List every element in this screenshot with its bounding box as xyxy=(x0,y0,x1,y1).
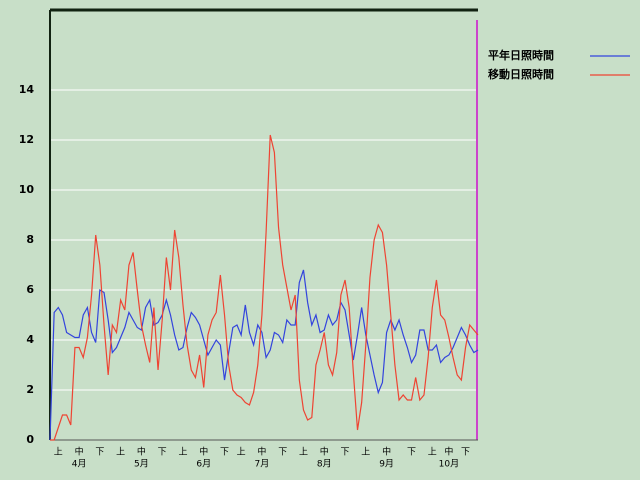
month-label: 6月 xyxy=(196,459,211,470)
x-tick-label: 上 xyxy=(116,447,125,458)
y-tick-label: 10 xyxy=(19,183,35,196)
month-label: 9月 xyxy=(379,459,394,470)
x-tick-label: 下 xyxy=(341,448,350,458)
y-tick-label: 6 xyxy=(26,283,34,296)
month-label: 8月 xyxy=(317,459,332,470)
month-label: 5月 xyxy=(134,459,149,470)
x-tick-label: 上 xyxy=(54,447,63,458)
series-line xyxy=(50,134,479,441)
x-tick-label: 下 xyxy=(95,448,104,458)
x-tick-label: 中 xyxy=(382,446,391,458)
y-tick-label: 14 xyxy=(19,83,35,96)
x-tick-label: 上 xyxy=(237,447,246,458)
x-tick-label: 上 xyxy=(299,447,308,458)
x-tick-label: 下 xyxy=(158,448,167,458)
x-tick-label: 下 xyxy=(220,448,229,458)
x-tick-label: 上 xyxy=(178,447,187,458)
y-tick-label: 0 xyxy=(26,433,34,446)
y-tick-label: 12 xyxy=(19,133,34,146)
x-tick-label: 中 xyxy=(199,446,208,458)
x-tick-label: 下 xyxy=(461,448,470,458)
x-tick-label: 中 xyxy=(320,446,329,458)
x-tick-label: 上 xyxy=(428,447,437,458)
y-tick-label: 2 xyxy=(26,383,34,396)
x-tick-label: 上 xyxy=(361,447,370,458)
month-label: 4月 xyxy=(72,459,87,470)
x-tick-label: 中 xyxy=(137,446,146,458)
legend-label: 移動日照時間 xyxy=(488,67,554,81)
month-label: 10月 xyxy=(439,459,459,470)
y-tick-label: 8 xyxy=(26,233,34,246)
x-tick-label: 中 xyxy=(75,446,84,458)
x-tick-label: 下 xyxy=(407,448,416,458)
x-tick-label: 中 xyxy=(257,446,266,458)
y-tick-label: 4 xyxy=(26,333,34,346)
x-tick-label: 下 xyxy=(278,448,287,458)
series-line xyxy=(49,269,479,441)
month-label: 7月 xyxy=(255,459,270,470)
x-tick-label: 中 xyxy=(444,446,453,458)
legend-label: 平年日照時間 xyxy=(488,48,554,62)
